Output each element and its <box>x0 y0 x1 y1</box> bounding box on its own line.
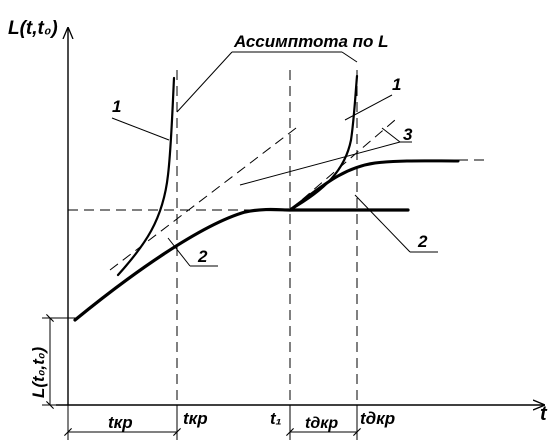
leader-right-1 <box>344 94 393 121</box>
dim-label-initial-L: L(t₀,t₀) <box>29 346 48 398</box>
label-curve-left-2: 2 <box>197 247 208 266</box>
leader-left-1 <box>111 117 170 141</box>
leader-right-3b <box>239 141 401 186</box>
leader-left-2 <box>167 237 191 267</box>
annotation-asymptote: Ассимптота по L <box>233 32 389 51</box>
curves <box>73 74 460 322</box>
label-curve-left-1: 1 <box>112 97 121 116</box>
tick-label-t-kr: tкр <box>183 409 208 428</box>
label-curve-right-3: 3 <box>403 125 413 144</box>
label-curve-right-2: 2 <box>417 232 428 251</box>
x-axis-label: t <box>540 403 548 425</box>
leader-right-3a <box>381 127 401 143</box>
y-axis-label: L(t,t₀) <box>8 18 58 39</box>
curve-1-left <box>116 76 176 277</box>
tick-label-t1: t₁ <box>270 409 282 428</box>
labels: L(t,t₀) t Ассимптота по L 1 2 1 3 2 tкр … <box>8 18 548 432</box>
curve-2-main <box>73 207 410 322</box>
tick-label-t-kr-d: tдкр <box>360 409 395 428</box>
leader-asymptote-left <box>176 51 233 113</box>
leader-right-2 <box>354 194 411 253</box>
dim-label-t-kr: tкр <box>108 413 133 432</box>
leader-asymptote-right <box>341 51 358 63</box>
curve-2-upper <box>288 159 460 212</box>
dim-label-t-kr-d: tдкр <box>305 415 338 432</box>
leader-lines <box>111 51 438 267</box>
curve-1-right <box>288 74 359 212</box>
dimension-lines <box>42 314 361 440</box>
label-curve-right-1: 1 <box>392 75 401 94</box>
axes <box>56 28 544 405</box>
